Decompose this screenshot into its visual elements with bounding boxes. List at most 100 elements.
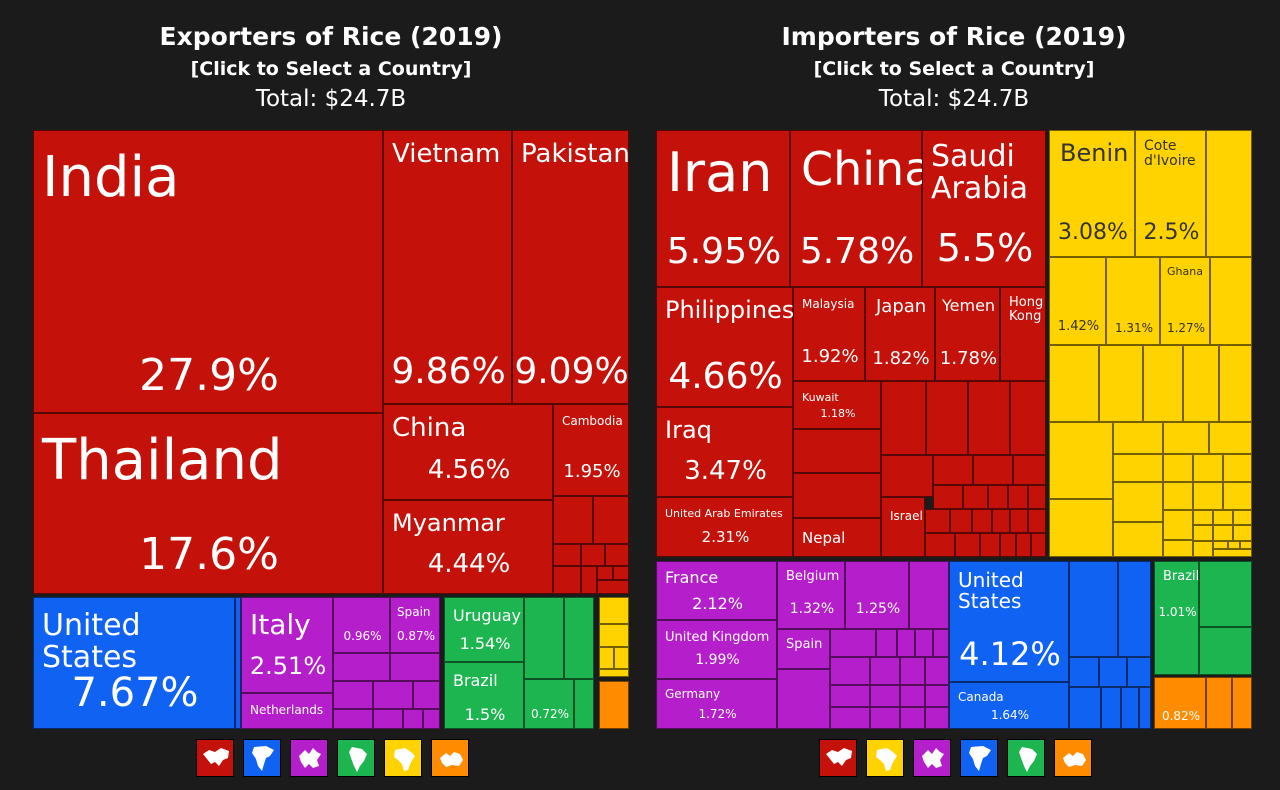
import-small-tile[interactable]: [1069, 657, 1099, 687]
import-small-tile[interactable]: [870, 707, 900, 729]
import-small-tile[interactable]: [1010, 381, 1046, 455]
import-tile-ghana[interactable]: Ghana 1.27%: [1160, 257, 1210, 345]
import-small-tile[interactable]: [1127, 657, 1151, 687]
import-small-tile[interactable]: [1016, 533, 1031, 557]
import-small-tile[interactable]: [1193, 525, 1213, 541]
export-small-tile[interactable]: [553, 544, 581, 566]
import-small-tile[interactable]: [1233, 510, 1252, 525]
south-america-icon[interactable]: [337, 739, 375, 777]
import-small-tile[interactable]: [933, 485, 963, 509]
import-small-tile[interactable]: [925, 685, 949, 707]
export-tile-spain[interactable]: Spain 0.87%: [390, 597, 440, 653]
import-tile-united-kingdom[interactable]: United Kingdom 1.99%: [656, 620, 777, 679]
import-small-tile[interactable]: [830, 629, 876, 657]
export-small-tile[interactable]: [599, 624, 629, 647]
export-tile-cambodia[interactable]: Cambodia 1.95%: [553, 404, 629, 496]
import-small-tile[interactable]: [777, 669, 830, 729]
import-tile-brazil[interactable]: Brazil 1.01%: [1154, 561, 1199, 675]
import-small-tile[interactable]: [1118, 561, 1151, 657]
import-small-tile[interactable]: [933, 629, 949, 657]
import-small-tile[interactable]: [925, 707, 949, 729]
export-small-tile[interactable]: [373, 681, 413, 709]
export-small-tile[interactable]: [403, 709, 423, 729]
export-small-tile[interactable]: [553, 496, 593, 544]
oceania-icon[interactable]: [1054, 739, 1092, 777]
import-tile-nepal[interactable]: Nepal: [793, 518, 881, 557]
import-small-tile[interactable]: [1031, 533, 1046, 557]
import-small-tile[interactable]: [1223, 482, 1252, 510]
import-small-tile[interactable]: [963, 485, 988, 509]
import-small-tile[interactable]: [1163, 454, 1193, 482]
import-tile-hong-kong[interactable]: Hong Kong: [1000, 287, 1046, 381]
export-tile-vietnam[interactable]: Vietnam 9.86%: [383, 130, 512, 404]
export-tile-brazil[interactable]: Brazil 1.5%: [444, 662, 524, 729]
import-small-tile[interactable]: [1193, 454, 1223, 482]
import-tile-kuwait[interactable]: Kuwait 1.18%: [793, 381, 881, 429]
export-small-tile[interactable]: [599, 681, 629, 729]
import-small-tile[interactable]: [1013, 455, 1046, 485]
export-small-tile[interactable]: [524, 597, 564, 679]
export-small-tile[interactable]: [564, 597, 594, 679]
import-small-tile[interactable]: [1183, 345, 1219, 422]
africa-icon[interactable]: [866, 739, 904, 777]
asia-icon[interactable]: [196, 739, 234, 777]
import-small-tile[interactable]: [980, 533, 1000, 557]
import-small-tile[interactable]: [1139, 687, 1151, 729]
import-small-tile[interactable]: [900, 707, 925, 729]
import-small-tile[interactable]: [876, 629, 897, 657]
export-small-tile[interactable]: [614, 647, 629, 669]
import-tile-canada[interactable]: Canada 1.64%: [949, 682, 1069, 729]
import-small-tile[interactable]: [972, 509, 992, 533]
export-small-tile[interactable]: [235, 597, 241, 729]
import-small-tile[interactable]: [900, 657, 925, 685]
export-tile-thailand[interactable]: Thailand 17.6%: [33, 413, 383, 594]
export-small-tile[interactable]: [599, 669, 629, 677]
import-small-tile[interactable]: [1049, 345, 1099, 422]
import-small-tile[interactable]: [1028, 509, 1046, 533]
import-small-tile[interactable]: [1228, 541, 1240, 549]
import-small-tile[interactable]: [1193, 510, 1213, 525]
import-small-tile[interactable]: [1049, 499, 1113, 557]
export-small-tile[interactable]: [373, 709, 403, 729]
export-tile-netherlands[interactable]: Netherlands: [241, 693, 333, 729]
importers-select-country-link[interactable]: [Click to Select a Country]: [813, 58, 1095, 80]
import-small-tile[interactable]: [1163, 482, 1193, 510]
import-small-tile[interactable]: [1223, 454, 1252, 482]
import-small-tile[interactable]: [1213, 549, 1252, 557]
asia-icon[interactable]: [819, 739, 857, 777]
import-small-tile[interactable]: [1000, 533, 1016, 557]
import-small-tile[interactable]: [1209, 422, 1252, 454]
import-small-tile[interactable]: [830, 657, 870, 685]
import-small-tile[interactable]: [925, 509, 950, 533]
import-tile-yemen[interactable]: Yemen 1.78%: [935, 287, 1000, 381]
import-tile-unlabeled-27[interactable]: 0.82%: [1154, 677, 1206, 729]
export-small-tile[interactable]: [423, 709, 440, 729]
import-small-tile[interactable]: [1193, 541, 1213, 557]
africa-icon[interactable]: [384, 739, 422, 777]
south-america-icon[interactable]: [1007, 739, 1045, 777]
import-small-tile[interactable]: [968, 381, 1010, 455]
export-tile-uruguay[interactable]: Uruguay 1.54%: [444, 597, 524, 662]
import-small-tile[interactable]: [1219, 345, 1252, 422]
import-small-tile[interactable]: [925, 657, 949, 685]
import-tile-benin[interactable]: Benin 3.08%: [1049, 130, 1135, 257]
import-small-tile[interactable]: [992, 509, 1010, 533]
import-tile-japan[interactable]: Japan 1.82%: [865, 287, 935, 381]
import-small-tile[interactable]: [988, 485, 1008, 509]
import-small-tile[interactable]: [1213, 541, 1228, 549]
import-tile-philippines[interactable]: Philippines 4.66%: [656, 287, 794, 407]
import-tile-france[interactable]: France 2.12%: [656, 561, 777, 620]
import-small-tile[interactable]: [1008, 485, 1028, 509]
export-tile-pakistan[interactable]: Pakistan 9.09%: [512, 130, 630, 404]
export-small-tile[interactable]: [333, 681, 373, 709]
import-small-tile[interactable]: [1121, 687, 1139, 729]
export-small-tile[interactable]: [597, 580, 629, 594]
import-small-tile[interactable]: [1163, 540, 1193, 557]
import-small-tile[interactable]: [1010, 509, 1028, 533]
export-small-tile[interactable]: [593, 496, 629, 544]
export-small-tile[interactable]: [581, 544, 605, 566]
import-tile-united-arab-emirates[interactable]: United Arab Emirates 2.31%: [656, 497, 793, 557]
export-small-tile[interactable]: [599, 597, 629, 624]
import-tile-unlabeled-15[interactable]: 1.42%: [1049, 257, 1106, 345]
exporters-select-country-link[interactable]: [Click to Select a Country]: [190, 58, 472, 80]
